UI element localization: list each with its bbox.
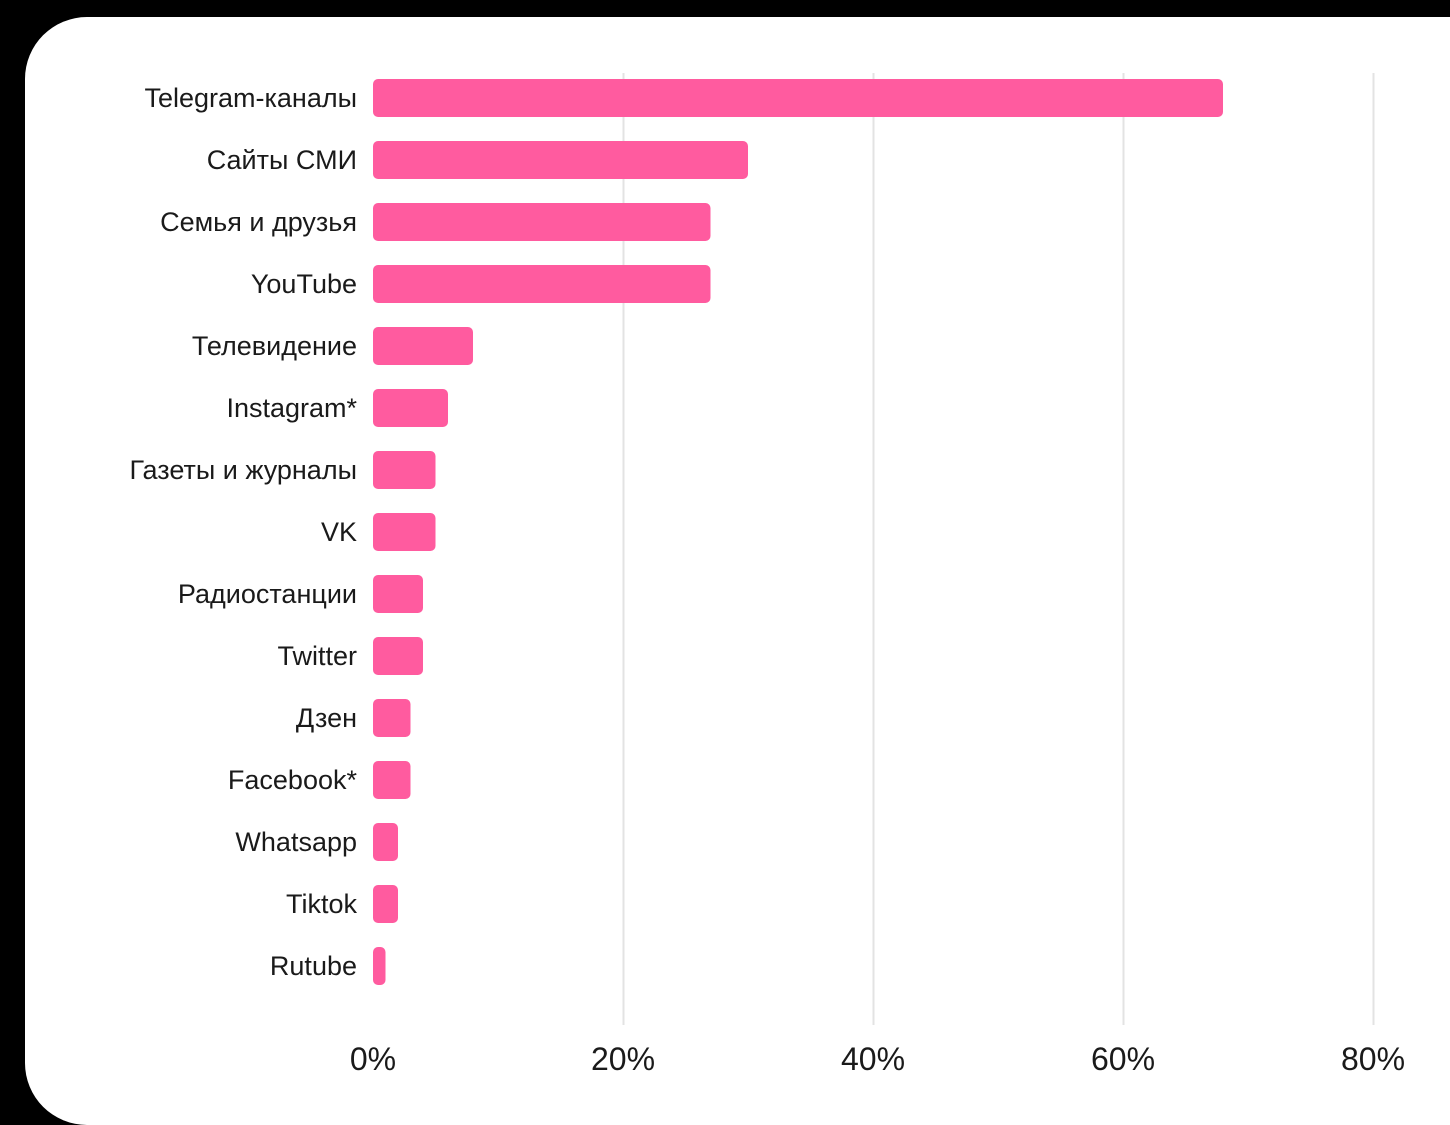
category-label-13: Tiktok xyxy=(286,889,358,919)
bar-0 xyxy=(373,79,1223,117)
bar-14 xyxy=(373,947,386,985)
bar-chart: Telegram-каналы Сайты СМИ Семья и друзья Yo… xyxy=(129,73,1405,1077)
bar-5 xyxy=(373,389,448,427)
bar-1 xyxy=(373,141,748,179)
category-label-7: VK xyxy=(321,517,357,547)
bar-9 xyxy=(373,637,423,675)
bar-11 xyxy=(373,761,411,799)
category-label-1: Сайты СМИ xyxy=(207,145,357,175)
category-label-14: Rutube xyxy=(270,951,357,981)
category-label-9: Twitter xyxy=(277,641,357,671)
category-label-2: Семья и друзья xyxy=(160,207,357,237)
category-label-12: Whatsapp xyxy=(235,827,357,857)
x-tick-label-60: 60% xyxy=(1091,1041,1155,1077)
bar-10 xyxy=(373,699,411,737)
bar-6 xyxy=(373,451,436,489)
bar-8 xyxy=(373,575,423,613)
category-label-6: Газеты и журналы xyxy=(129,455,357,485)
bar-7 xyxy=(373,513,436,551)
category-label-8: Радиостанции xyxy=(178,579,357,609)
chart-card: Telegram-каналы Сайты СМИ Семья и друзья Yo… xyxy=(25,17,1450,1125)
bar-3 xyxy=(373,265,711,303)
bar-4 xyxy=(373,327,473,365)
x-tick-label-40: 40% xyxy=(841,1041,905,1077)
bar-13 xyxy=(373,885,398,923)
category-label-0: Telegram-каналы xyxy=(144,83,357,113)
category-label-10: Дзен xyxy=(296,703,357,733)
x-tick-label-20: 20% xyxy=(591,1041,655,1077)
category-label-3: YouTube xyxy=(251,269,357,299)
bar-12 xyxy=(373,823,398,861)
category-label-4: Телевидение xyxy=(192,331,357,361)
category-label-11: Facebook* xyxy=(228,765,358,795)
x-tick-label-0: 0% xyxy=(350,1041,396,1077)
bar-2 xyxy=(373,203,711,241)
category-label-5: Instagram* xyxy=(226,393,357,423)
x-tick-label-80: 80% xyxy=(1341,1041,1405,1077)
